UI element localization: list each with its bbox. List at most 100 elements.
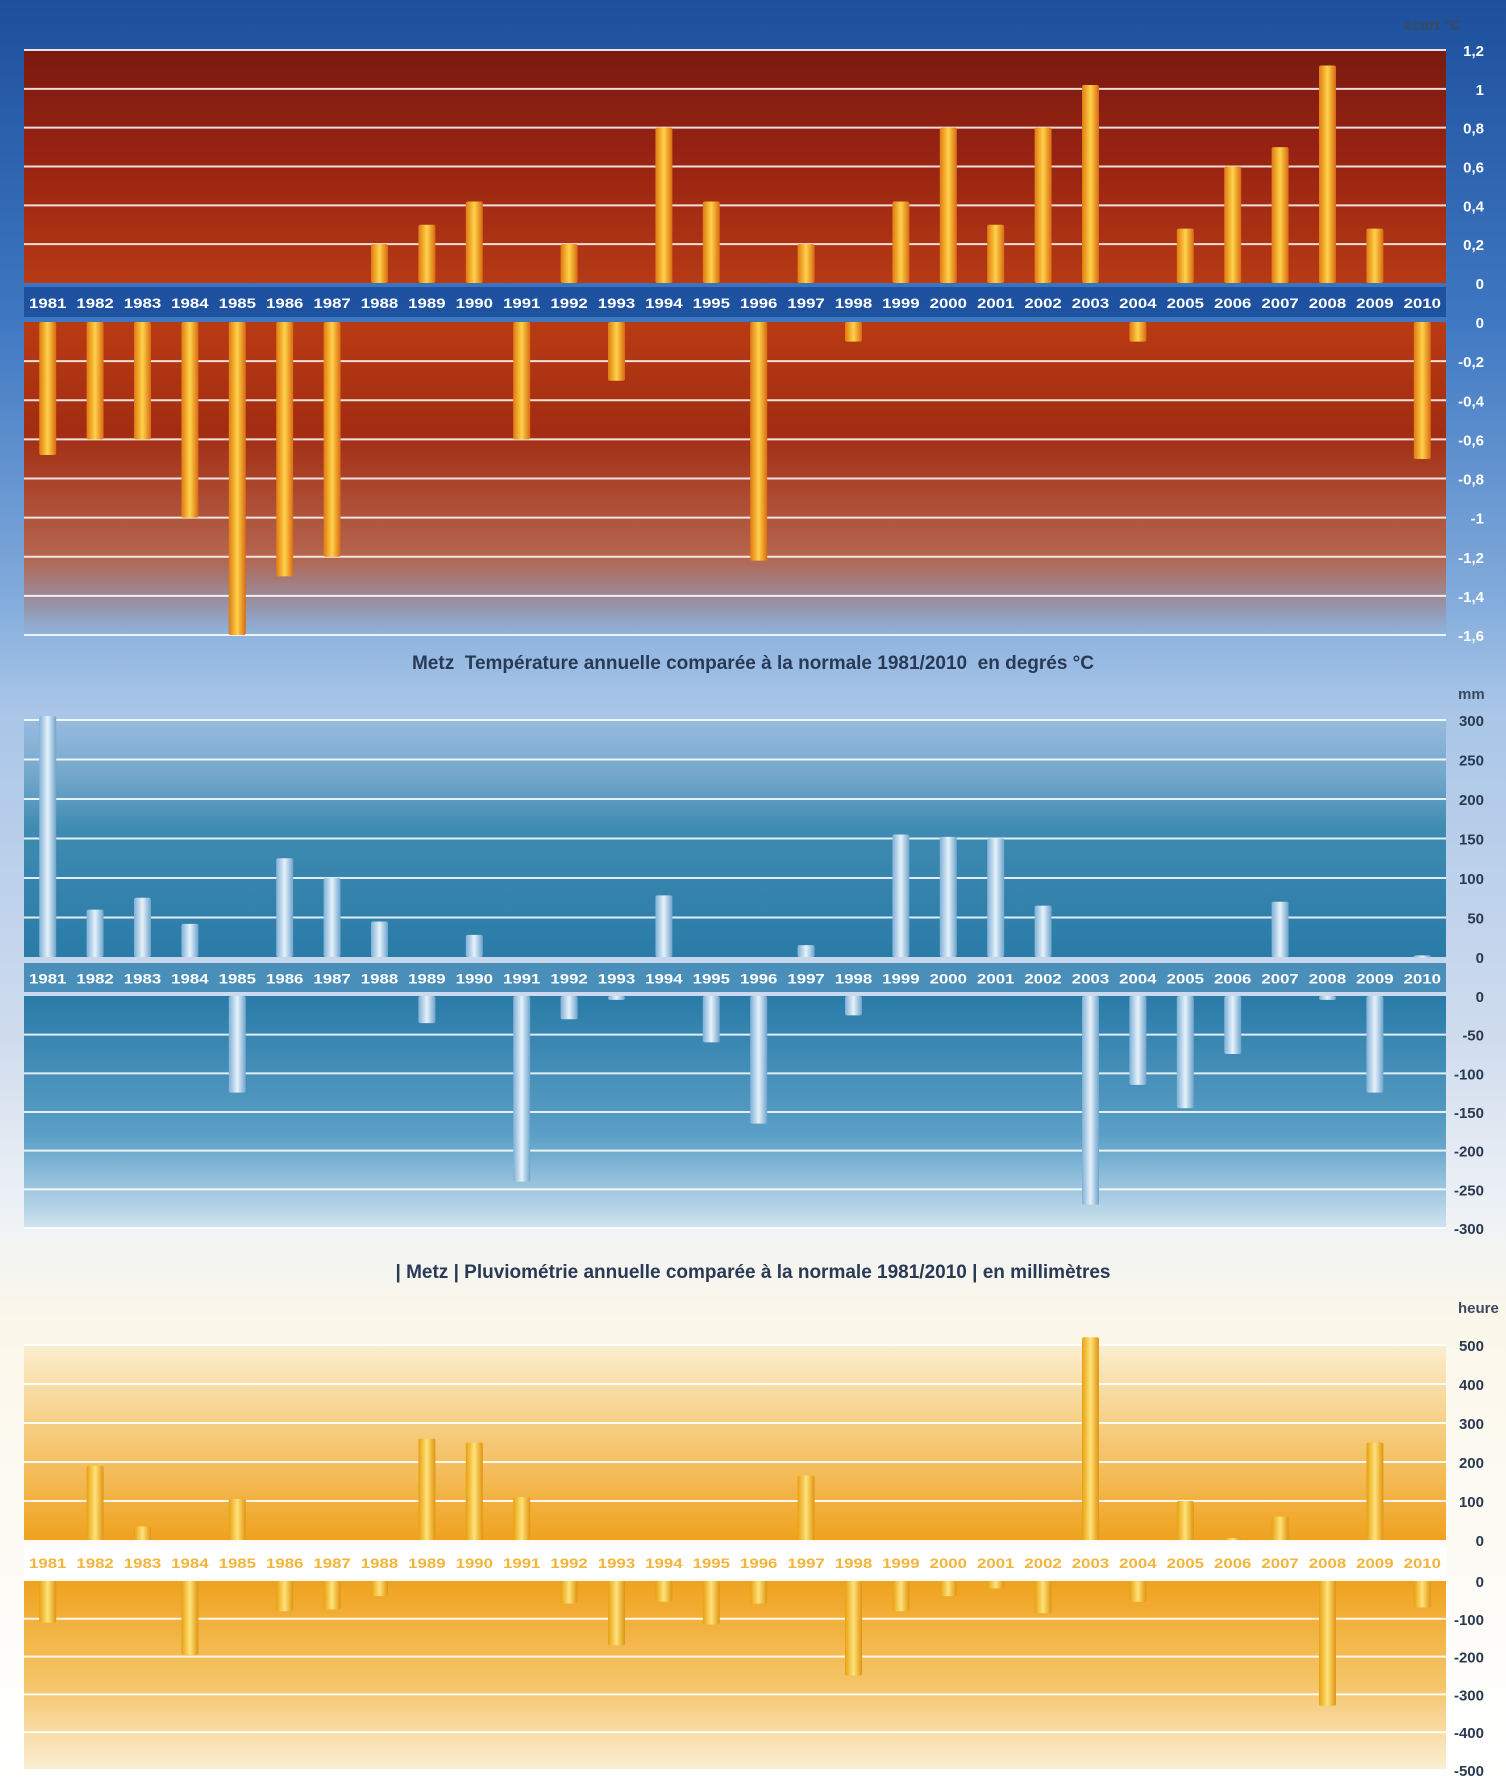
- rain-bar-2000: [939, 836, 957, 957]
- rain-year-label: 1993: [598, 971, 636, 987]
- rain-year-label: 2007: [1261, 971, 1299, 987]
- temp-year-label: 2004: [1119, 295, 1157, 311]
- sun-bar-1995: [702, 1581, 720, 1625]
- sun-bar-2001: [987, 1581, 1005, 1589]
- rain-y-tick-label: -50: [1462, 1028, 1484, 1045]
- sun-bar-1990: [465, 1442, 483, 1540]
- temp-y-tick-label: -0,2: [1458, 354, 1484, 371]
- sun-bar-1981: [39, 1581, 57, 1623]
- sun-year-label: 2009: [1356, 1555, 1394, 1571]
- rain-y-tick-label: -100: [1454, 1066, 1484, 1083]
- sun-y-tick-label: -400: [1454, 1725, 1484, 1742]
- temp-y-tick-label: 0,6: [1463, 160, 1484, 177]
- rain-year-label: 1994: [645, 971, 683, 987]
- rain-bar-1998: [845, 996, 862, 1016]
- rain-year-label: 1986: [266, 971, 304, 987]
- sun-year-label: 1991: [503, 1555, 541, 1571]
- temp-year-label: 1996: [740, 295, 778, 311]
- sun-y-tick-label: -300: [1454, 1687, 1484, 1704]
- rain-year-label: 2008: [1309, 971, 1347, 987]
- temp-year-label: 1982: [76, 295, 114, 311]
- temp-bar-2001: [987, 224, 1005, 283]
- rain-bar-1995: [702, 996, 720, 1043]
- temp-year-label: 2001: [977, 295, 1015, 311]
- rain-bar-2007: [1271, 901, 1289, 957]
- rain-y-tick-label: -200: [1454, 1144, 1484, 1161]
- rain-year-label: 2009: [1356, 971, 1394, 987]
- sun-year-label: 1997: [787, 1555, 825, 1571]
- rain-year-label: 1996: [740, 971, 778, 987]
- sun-y-tick-label: 500: [1459, 1338, 1484, 1355]
- rainfall-unit-label: mm: [1458, 686, 1485, 703]
- sun-bar-1999: [892, 1581, 910, 1612]
- sun-year-label: 2000: [930, 1555, 968, 1571]
- sun-year-label: 1986: [266, 1555, 304, 1571]
- rain-y-tick-label: 0: [1476, 950, 1484, 967]
- sun-year-label: 1999: [882, 1555, 920, 1571]
- sun-y-tick-label: -200: [1454, 1650, 1484, 1667]
- rain-year-label: 1997: [787, 971, 825, 987]
- rain-bar-1984: [181, 923, 199, 957]
- sun-bar-1992: [560, 1581, 578, 1604]
- temp-bar-1991: [513, 322, 531, 440]
- rain-bar-2003: [1082, 996, 1099, 1205]
- temp-y-tick-label: 0,8: [1463, 121, 1484, 138]
- rain-y-tick-label: -250: [1454, 1182, 1484, 1199]
- sun-bar-1985: [228, 1499, 246, 1540]
- temp-bar-2004: [1129, 322, 1147, 342]
- sun-bar-1988: [371, 1581, 388, 1597]
- temp-year-label: 1991: [503, 295, 541, 311]
- rain-year-label: 2001: [977, 971, 1015, 987]
- sun-bar-1994: [655, 1581, 673, 1602]
- temp-bar-1988: [371, 244, 388, 283]
- rain-year-label: 1990: [456, 971, 494, 987]
- rain-bar-1986: [276, 858, 294, 957]
- temp-y-tick-label: -0,8: [1458, 472, 1484, 489]
- sun-bar-1991: [513, 1497, 531, 1540]
- sun-year-label: 1989: [408, 1555, 446, 1571]
- rain-y-tick-label: 200: [1459, 792, 1484, 809]
- temp-year-label: 1993: [598, 295, 636, 311]
- sun-year-label: 1985: [219, 1555, 257, 1571]
- rain-bar-1985: [228, 996, 246, 1093]
- sun-year-label: 2005: [1167, 1555, 1205, 1571]
- temp-year-label: 1987: [313, 295, 351, 311]
- temp-y-tick-label: 0: [1476, 315, 1484, 332]
- rainfall-chart: 300 250 200 150 100 50 0 0 -50 -100 -150 -200 -250 -3…: [24, 713, 1484, 1238]
- sun-y-tick-label: 0: [1476, 1574, 1484, 1591]
- sun-year-strip: [24, 1546, 1446, 1578]
- sun-year-label: 1998: [835, 1555, 873, 1571]
- rain-y-tick-label: 100: [1459, 871, 1484, 888]
- rain-year-strip: [24, 963, 1446, 992]
- rain-bar-1982: [86, 909, 104, 957]
- rain-year-label: 1981: [29, 971, 67, 987]
- rain-bar-1999: [892, 834, 910, 957]
- temp-y-tick-label: -1,4: [1458, 589, 1485, 606]
- temp-bar-2008: [1319, 65, 1336, 284]
- rain-bar-1994: [655, 895, 673, 957]
- temp-year-label: 1995: [693, 295, 731, 311]
- rain-bar-1988: [371, 921, 388, 957]
- rain-year-label: 1995: [693, 971, 731, 987]
- temp-bar-2010: [1413, 322, 1431, 459]
- sun-bar-2007: [1271, 1516, 1289, 1540]
- temp-bar-2009: [1366, 228, 1384, 283]
- temp-year-label: 2008: [1309, 295, 1347, 311]
- rain-year-label: 1989: [408, 971, 446, 987]
- rain-bar-1996: [750, 996, 768, 1124]
- sun-year-label: 1983: [124, 1555, 162, 1571]
- temp-bar-1989: [418, 224, 436, 283]
- rain-bar-2008: [1319, 996, 1336, 1000]
- rain-year-label: 2004: [1119, 971, 1157, 987]
- temp-y-tick-label: 0: [1476, 276, 1484, 293]
- temp-y-tick-label: -1: [1471, 511, 1484, 528]
- sun-y-tick-label: 100: [1459, 1494, 1484, 1511]
- temp-year-label: 1989: [408, 295, 446, 311]
- sun-y-tick-label: 400: [1459, 1377, 1484, 1394]
- rain-bar-1990: [465, 934, 483, 957]
- sun-negative-panel: [24, 1581, 1446, 1770]
- temp-bar-1990: [465, 201, 483, 283]
- temp-bar-1999: [892, 201, 910, 283]
- temp-year-label: 1984: [171, 295, 209, 311]
